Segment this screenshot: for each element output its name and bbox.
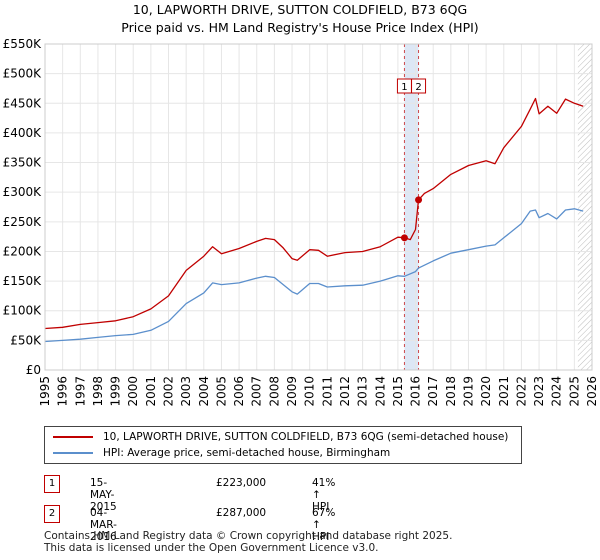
y-tick-label: £450K: [3, 96, 43, 110]
hpi-line: [44, 208, 584, 343]
x-tick-label: 2022: [514, 376, 528, 407]
sale-point: [415, 196, 423, 204]
x-tick-label: 2019: [461, 376, 475, 407]
legend-label-property: 10, LAPWORTH DRIVE, SUTTON COLDFIELD, B7…: [103, 431, 509, 443]
price-chart: £0 £50K £100K £150K £200K £250K £300K £350K £400…: [3, 37, 599, 407]
x-tick-label: 2003: [179, 376, 193, 407]
plot-border: [44, 43, 593, 371]
y-tick-label: £500K: [3, 67, 43, 81]
y-tick-label: £50K: [10, 333, 42, 347]
sale-period-band: [404, 44, 419, 370]
x-tick-label: 2016: [409, 376, 423, 407]
footer-licence: This data is licensed under the Open Gov…: [44, 542, 379, 554]
x-tick-label: 2000: [126, 376, 140, 407]
y-tick-label: £350K: [3, 156, 43, 170]
x-tick-label: 1996: [56, 376, 70, 407]
y-tick-label: £100K: [3, 304, 43, 318]
y-tick-label: £550K: [3, 37, 43, 51]
x-tick-label: 2025: [567, 376, 581, 407]
x-tick-label: 2012: [338, 376, 352, 407]
legend-swatch-property: [53, 436, 93, 438]
x-tick-label: 2015: [391, 376, 405, 407]
annotation-label: 1: [401, 82, 407, 93]
transaction-date: 04-MAR-2016: [90, 507, 117, 543]
x-tick-label: 2006: [232, 376, 246, 407]
y-tick-label: £0: [26, 363, 41, 377]
x-tick-label: 2020: [479, 376, 493, 407]
x-tick-label: 2007: [250, 376, 264, 407]
legend-item-property: 10, LAPWORTH DRIVE, SUTTON COLDFIELD, B7…: [53, 429, 508, 445]
legend-item-hpi: HPI: Average price, semi-detached house,…: [53, 445, 390, 461]
y-tick-label: £150K: [3, 274, 43, 288]
x-tick-label: 1998: [91, 376, 105, 407]
x-tick-label: 2023: [532, 376, 546, 407]
x-tick-label: 1995: [38, 376, 52, 407]
transaction-price: £223,000: [216, 477, 267, 489]
x-tick-label: 2018: [444, 376, 458, 407]
property-price-line: [44, 97, 584, 330]
x-tick-label: 2011: [320, 376, 334, 407]
x-tick-label: 1999: [109, 376, 123, 407]
x-tick-label: 2001: [144, 376, 158, 407]
x-tick-label: 2009: [285, 376, 299, 407]
x-tick-label: 2002: [162, 376, 176, 407]
y-tick-label: £300K: [3, 185, 43, 199]
plot-area: [45, 44, 592, 370]
footer-copyright: Contains HM Land Registry data © Crown c…: [44, 530, 453, 542]
y-tick-label: £200K: [3, 244, 43, 258]
x-tick-label: 1997: [73, 376, 87, 407]
annotation-box: [411, 78, 427, 94]
legend-swatch-hpi: [53, 452, 93, 454]
chart-legend: 10, LAPWORTH DRIVE, SUTTON COLDFIELD, B7…: [44, 426, 522, 464]
x-tick-label: 2014: [373, 376, 387, 407]
y-tick-label: £250K: [3, 215, 43, 229]
chart-subtitle: Price paid vs. HM Land Registry's House …: [121, 20, 479, 35]
x-tick-label: 2008: [267, 376, 281, 407]
transaction-number-badge: 2: [44, 505, 60, 523]
attribution-footer: Contains HM Land Registry data © Crown c…: [44, 530, 452, 554]
x-tick-label: 2021: [497, 376, 511, 407]
annotation-label: 2: [415, 82, 421, 93]
forecast-hatch: [577, 44, 592, 370]
y-tick-label: £400K: [3, 126, 43, 140]
x-tick-label: 2024: [550, 376, 564, 407]
x-tick-label: 2013: [356, 376, 370, 407]
x-tick-label: 2004: [197, 376, 211, 407]
chart-title: 10, LAPWORTH DRIVE, SUTTON COLDFIELD, B7…: [132, 2, 468, 17]
transaction-number-badge: 1: [44, 475, 60, 493]
legend-label-hpi: HPI: Average price, semi-detached house,…: [103, 447, 391, 459]
transaction-price: £287,000: [216, 507, 267, 519]
transaction-hpi-change: 67% ↑ HPI: [312, 507, 336, 543]
x-tick-label: 2017: [426, 376, 440, 407]
x-tick-label: 2010: [303, 376, 317, 407]
x-tick-label: 2005: [214, 376, 228, 407]
sale-point: [400, 234, 408, 242]
x-tick-label: 2026: [585, 376, 599, 407]
transaction-date: 15-MAY-2015: [90, 477, 117, 513]
transaction-hpi-change: 41% ↑ HPI: [312, 477, 336, 513]
